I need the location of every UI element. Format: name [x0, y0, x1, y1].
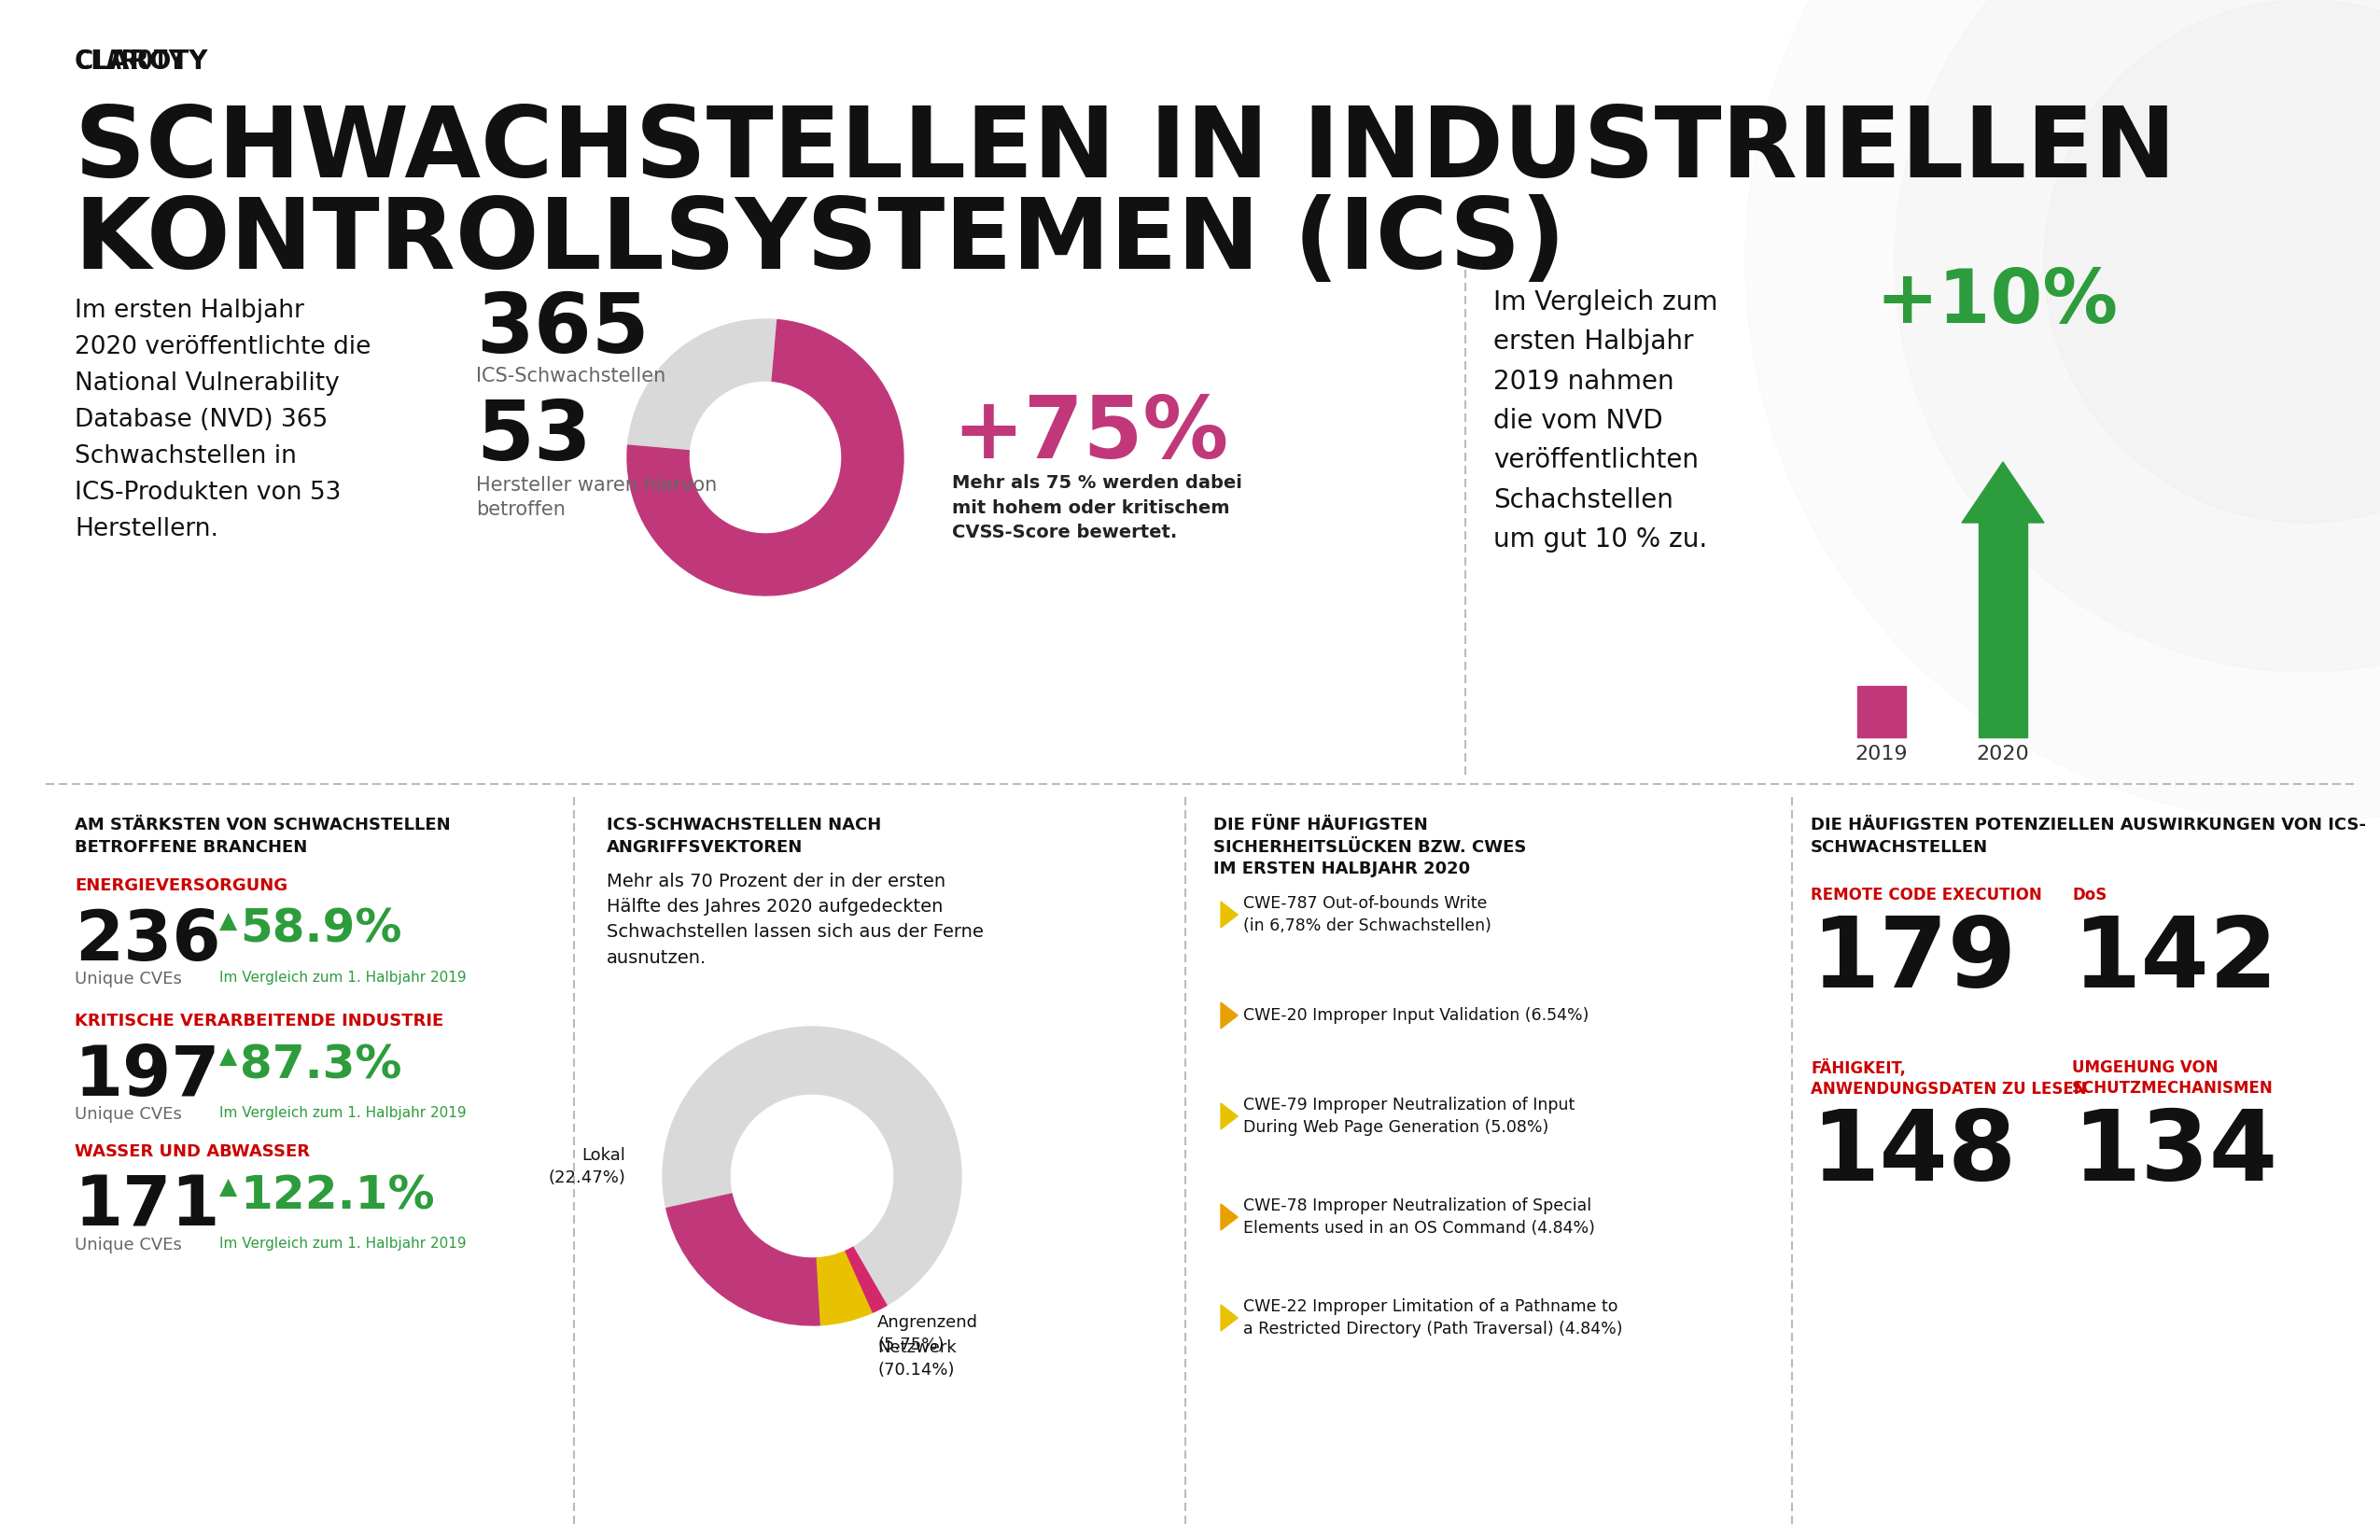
Text: Unique CVEs: Unique CVEs: [74, 1106, 181, 1123]
Text: Unique CVEs: Unique CVEs: [74, 1237, 181, 1254]
Polygon shape: [1221, 1304, 1238, 1331]
Text: CWE-20 Improper Input Validation (6.54%): CWE-20 Improper Input Validation (6.54%): [1242, 1007, 1590, 1024]
Text: ▲: ▲: [219, 910, 238, 932]
Text: Mehr als 70 Prozent der in der ersten
Hälfte des Jahres 2020 aufgedeckten
Schwac: Mehr als 70 Prozent der in der ersten Hä…: [607, 873, 983, 967]
Text: 58.9%: 58.9%: [240, 907, 402, 952]
Polygon shape: [1221, 1003, 1238, 1029]
Polygon shape: [1221, 1103, 1238, 1129]
Text: Im Vergleich zum 1. Halbjahr 2019: Im Vergleich zum 1. Halbjahr 2019: [219, 1106, 466, 1120]
Text: Im Vergleich zum 1. Halbjahr 2019: Im Vergleich zum 1. Halbjahr 2019: [219, 1237, 466, 1250]
Text: KRITISCHE VERARBEITENDE INDUSTRIE: KRITISCHE VERARBEITENDE INDUSTRIE: [74, 1013, 443, 1029]
Text: CLAROTY: CLAROTY: [74, 49, 209, 74]
Text: CWE-22 Improper Limitation of a Pathname to
a Restricted Directory (Path Travers: CWE-22 Improper Limitation of a Pathname…: [1242, 1298, 1623, 1337]
Text: ENERGIEVERSORGUNG: ENERGIEVERSORGUNG: [74, 878, 288, 895]
Text: FÄHIGKEIT,
ANWENDUNGSDATEN ZU LESEN: FÄHIGKEIT, ANWENDUNGSDATEN ZU LESEN: [1811, 1060, 2087, 1098]
Wedge shape: [816, 1250, 873, 1324]
Circle shape: [2044, 0, 2380, 522]
Polygon shape: [1221, 901, 1238, 927]
Text: SCHWACHSTELLEN IN INDUSTRIELLEN: SCHWACHSTELLEN IN INDUSTRIELLEN: [74, 103, 2175, 197]
Text: Unique CVEs: Unique CVEs: [74, 970, 181, 987]
Text: 53: 53: [476, 397, 593, 477]
Text: Lokal
(22.47%): Lokal (22.47%): [547, 1147, 626, 1186]
Bar: [1856, 685, 1906, 738]
Text: CWE-78 Improper Neutralization of Special
Elements used in an OS Command (4.84%): CWE-78 Improper Neutralization of Specia…: [1242, 1198, 1595, 1237]
Text: Im Vergleich zum
ersten Halbjahr
2019 nahmen
die vom NVD
veröffentlichten
Schach: Im Vergleich zum ersten Halbjahr 2019 na…: [1492, 290, 1718, 553]
Text: DIE HÄUFIGSTEN POTENZIELLEN AUSWIRKUNGEN VON ICS-
SCHWACHSTELLEN: DIE HÄUFIGSTEN POTENZIELLEN AUSWIRKUNGEN…: [1811, 816, 2366, 856]
Text: 197: 197: [74, 1043, 221, 1110]
Text: Im ersten Halbjahr
2020 veröffentlichte die
National Vulnerability
Database (NVD: Im ersten Halbjahr 2020 veröffentlichte …: [74, 299, 371, 542]
Text: 2020: 2020: [1975, 745, 2030, 764]
Text: 142: 142: [2073, 913, 2278, 1009]
Text: 2019: 2019: [1854, 745, 1909, 764]
Text: DIE FÜNF HÄUFIGSTEN
SICHERHEITSLÜCKEN BZW. CWES
IM ERSTEN HALBJAHR 2020: DIE FÜNF HÄUFIGSTEN SICHERHEITSLÜCKEN BZ…: [1214, 816, 1526, 878]
Text: 148: 148: [1811, 1106, 2016, 1201]
Text: +10%: +10%: [1875, 266, 2118, 339]
Text: 134: 134: [2073, 1106, 2278, 1201]
Polygon shape: [1221, 1204, 1238, 1230]
Polygon shape: [1961, 462, 2044, 522]
Text: Angrenzend
(5.75%): Angrenzend (5.75%): [878, 1315, 978, 1354]
Text: 365: 365: [476, 290, 650, 371]
Text: +75%: +75%: [952, 393, 1228, 476]
Text: REMOTE CODE EXECUTION: REMOTE CODE EXECUTION: [1811, 887, 2042, 904]
Text: WASSER UND ABWASSER: WASSER UND ABWASSER: [74, 1143, 309, 1160]
Circle shape: [1894, 0, 2380, 671]
Text: Im Vergleich zum 1. Halbjahr 2019: Im Vergleich zum 1. Halbjahr 2019: [219, 970, 466, 984]
Circle shape: [1745, 0, 2380, 821]
Text: DoS: DoS: [2073, 887, 2106, 904]
Text: Hersteller waren hiervon
betroffen: Hersteller waren hiervon betroffen: [476, 476, 716, 519]
Bar: [1978, 522, 2028, 738]
Text: 179: 179: [1811, 913, 2016, 1009]
Text: ▲: ▲: [219, 1177, 238, 1198]
Wedge shape: [662, 1027, 962, 1306]
Text: 87.3%: 87.3%: [240, 1043, 402, 1087]
Wedge shape: [845, 1247, 888, 1312]
Text: KONTROLLSYSTEMEN (ICS): KONTROLLSYSTEMEN (ICS): [74, 194, 1566, 290]
Text: ▲: ▲: [219, 1046, 238, 1067]
Text: AM STÄRKSTEN VON SCHWACHSTELLEN
BETROFFENE BRANCHEN: AM STÄRKSTEN VON SCHWACHSTELLEN BETROFFE…: [74, 816, 450, 856]
Text: Netzwerk
(70.14%): Netzwerk (70.14%): [878, 1340, 957, 1378]
Wedge shape: [628, 319, 778, 451]
Text: Mehr als 75 % werden dabei
mit hohem oder kritischem
CVSS-Score bewertet.: Mehr als 75 % werden dabei mit hohem ode…: [952, 474, 1242, 542]
Text: UMGEHUNG VON
SCHUTZMECHANISMEN: UMGEHUNG VON SCHUTZMECHANISMEN: [2073, 1060, 2273, 1096]
Text: CLAROTY: CLAROTY: [74, 49, 183, 74]
Text: 171: 171: [74, 1173, 221, 1241]
Text: 122.1%: 122.1%: [240, 1173, 436, 1218]
Text: ICS-SCHWACHSTELLEN NACH
ANGRIFFSVEKTOREN: ICS-SCHWACHSTELLEN NACH ANGRIFFSVEKTOREN: [607, 816, 881, 856]
Text: ICS-Schwachstellen: ICS-Schwachstellen: [476, 367, 666, 385]
Text: CWE-79 Improper Neutralization of Input
During Web Page Generation (5.08%): CWE-79 Improper Neutralization of Input …: [1242, 1096, 1576, 1135]
Wedge shape: [628, 320, 904, 596]
Text: 236: 236: [74, 907, 221, 975]
Text: CWE-787 Out-of-bounds Write
(in 6,78% der Schwachstellen): CWE-787 Out-of-bounds Write (in 6,78% de…: [1242, 895, 1492, 935]
Wedge shape: [666, 1194, 821, 1326]
